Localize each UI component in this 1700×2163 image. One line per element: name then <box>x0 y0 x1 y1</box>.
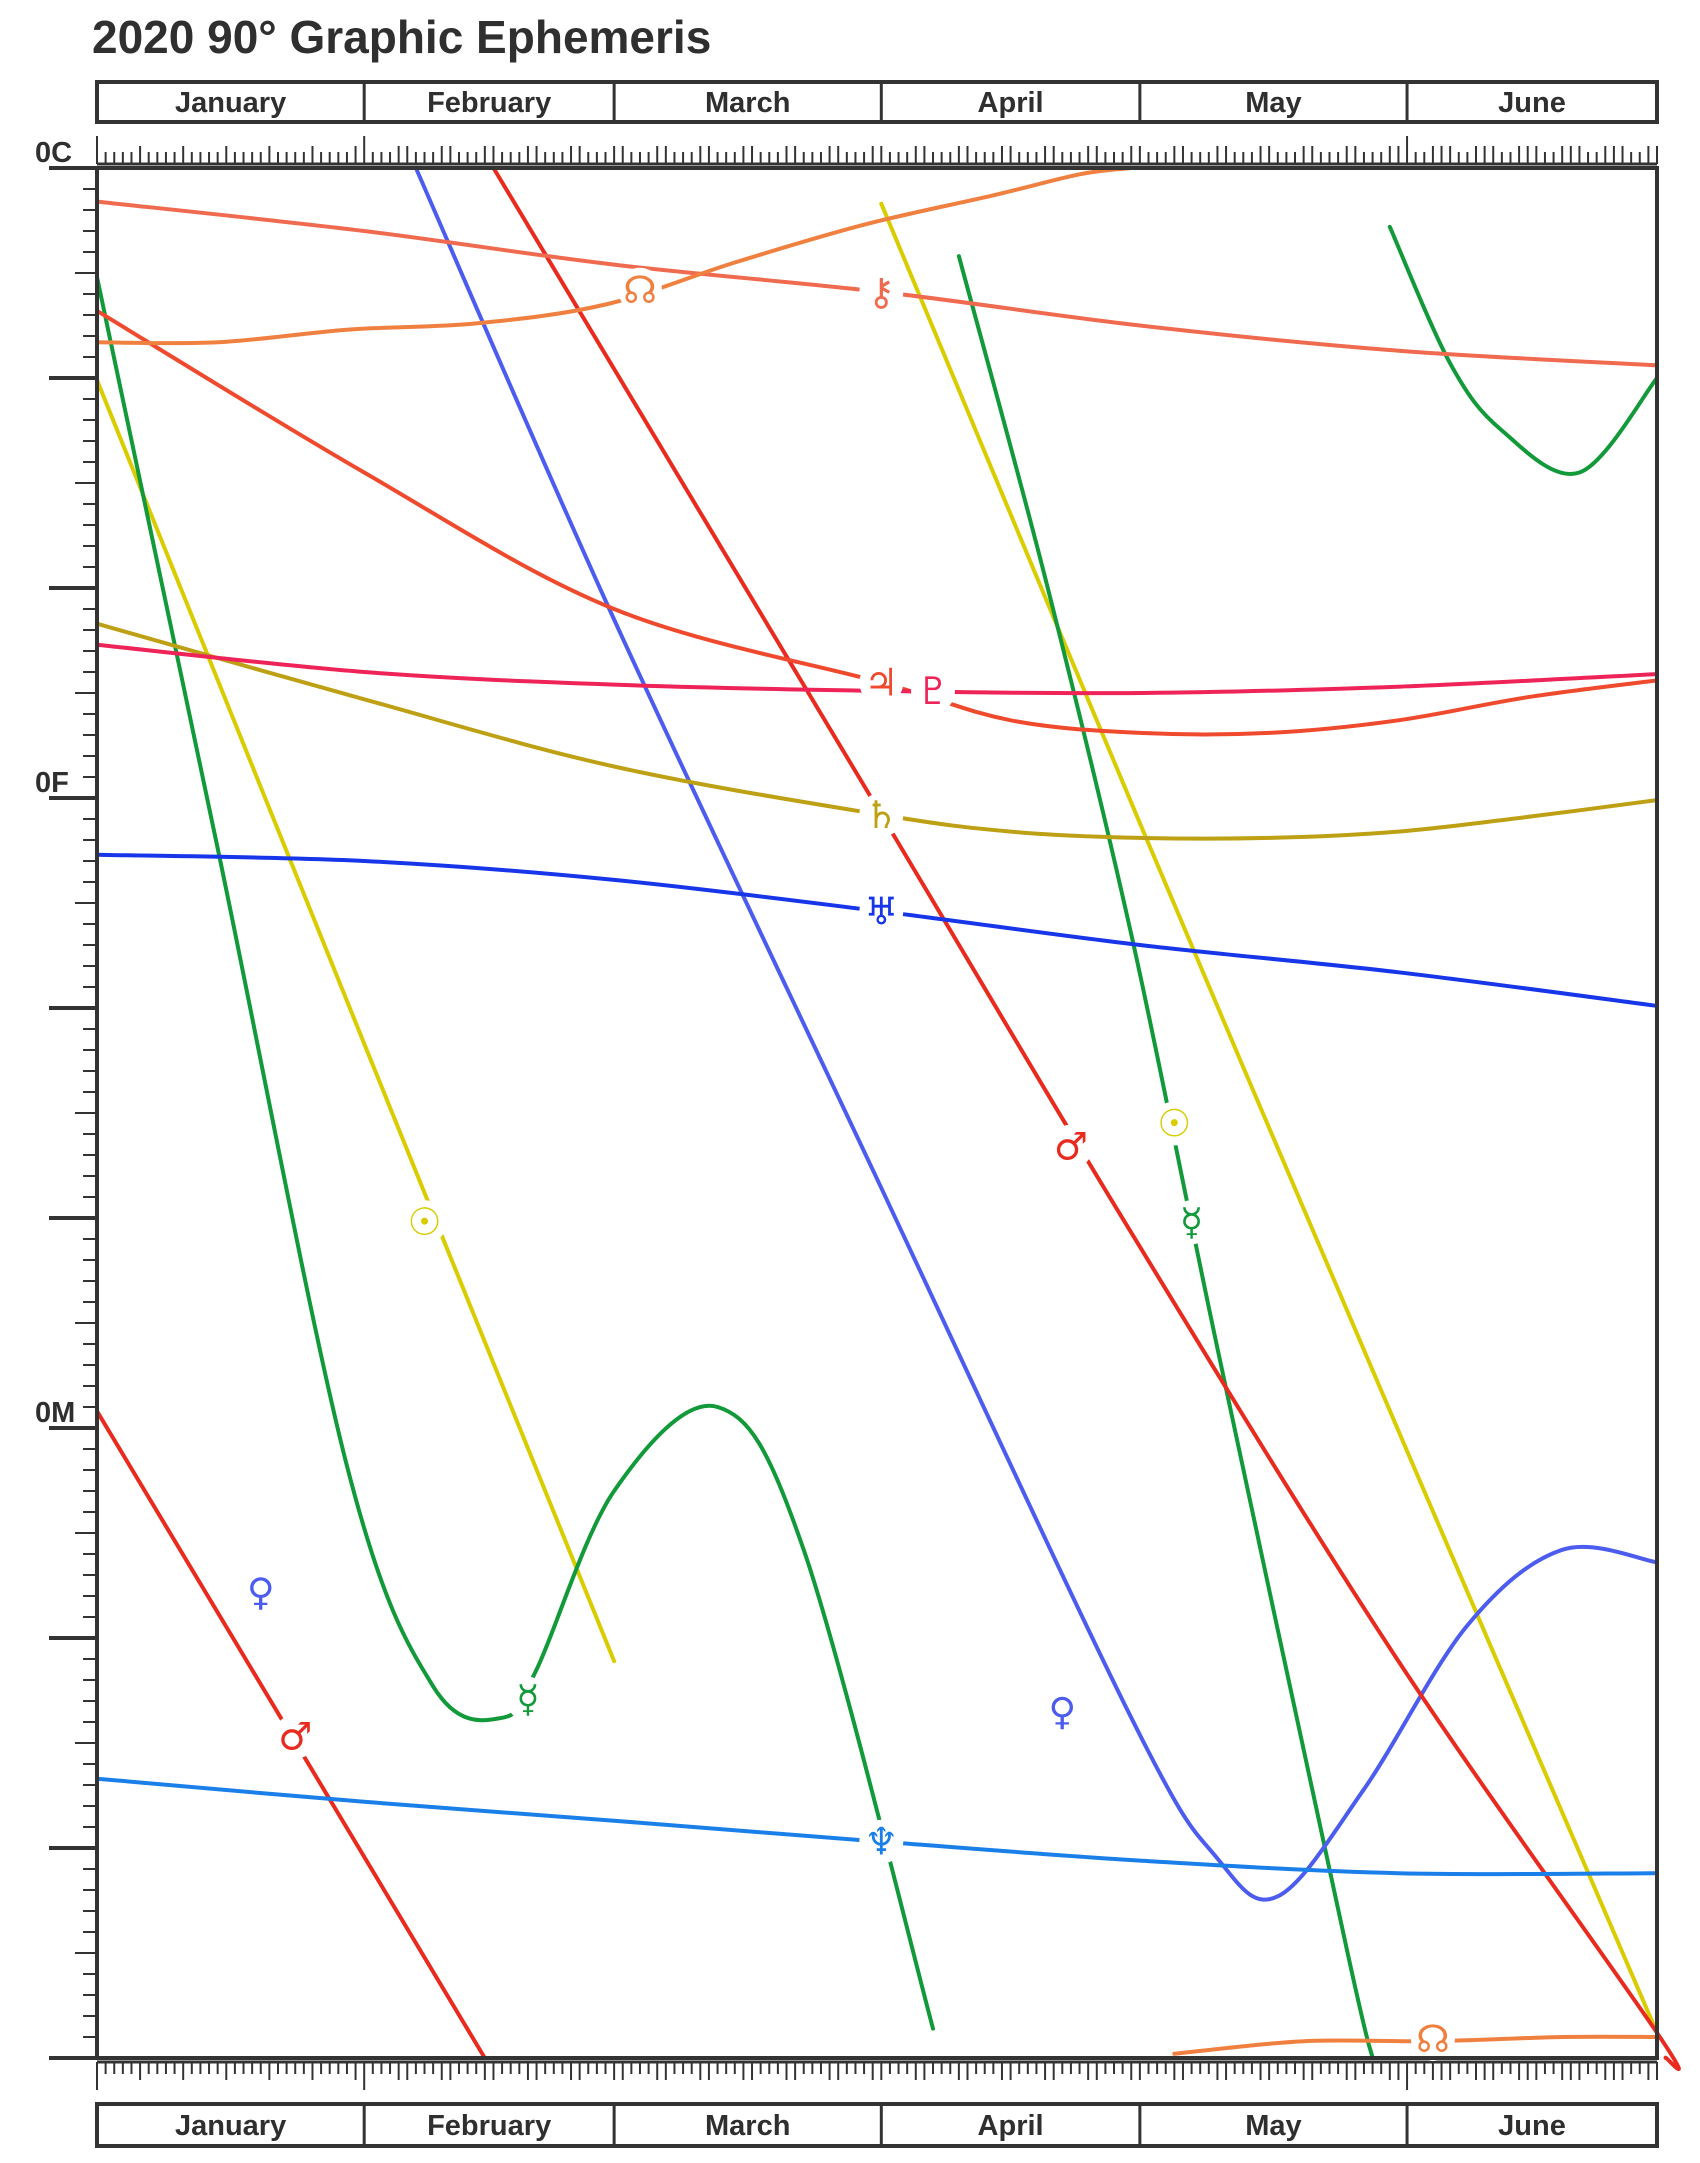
glyph-backdrop <box>859 889 904 934</box>
series-line <box>413 166 1659 1902</box>
planet-glyph: ☊ <box>623 268 657 312</box>
series-line <box>95 621 1659 841</box>
planet-glyph: ⚷ <box>867 270 895 314</box>
planet-glyph: ♄ <box>864 793 898 837</box>
bottom-month-label: January <box>175 2110 286 2142</box>
glyph-backdrop <box>1152 1101 1197 1146</box>
planet-glyphs: ☉ ☉ ☿ ☿ ♀ ♀ ♂ ♂ ♃ ♄ ♅ ♆ ♇ ⚷ ☊ ☊ <box>238 267 1455 2062</box>
bottom-month-box <box>95 2102 1659 2148</box>
series-line <box>95 275 935 2031</box>
chart-title: 2020 90° Graphic Ephemeris <box>92 11 712 63</box>
y-axis-label: 0M <box>35 1397 75 1429</box>
glyph-backdrop <box>505 1676 550 1721</box>
glyph-backdrop <box>273 1714 318 1759</box>
planet-glyph: ♅ <box>864 889 898 933</box>
series-line <box>491 166 1681 2072</box>
glyph-backdrop <box>859 269 904 314</box>
y-axis-labels: 0C 0F 0M <box>35 137 75 1429</box>
series-line <box>95 378 617 1664</box>
planet-lines <box>95 166 1681 2072</box>
glyph-backdrop <box>1048 1124 1093 1169</box>
glyph-backdrop <box>238 1569 283 1614</box>
planet-glyph: ♇ <box>916 669 950 713</box>
glyph-backdrop <box>859 660 904 705</box>
glyph-backdrop <box>1040 1689 1085 1734</box>
bottom-month-label: May <box>1245 2110 1301 2142</box>
glyph-backdrop <box>859 1819 904 1864</box>
bottom-month-header: January February March April May June <box>95 2102 1659 2148</box>
series-line <box>879 201 1659 2035</box>
bottom-month-label: February <box>427 2110 551 2142</box>
bottom-month-label: April <box>978 2110 1044 2142</box>
bottom-month-label: June <box>1498 2110 1566 2142</box>
top-month-label: April <box>978 87 1044 119</box>
planet-glyph: ☿ <box>516 1677 539 1721</box>
planet-glyph: ♂ <box>1054 1125 1088 1169</box>
planet-glyph: ♃ <box>864 661 898 705</box>
top-month-label: June <box>1498 87 1566 119</box>
top-month-label: March <box>705 87 790 119</box>
y-axis-label: 0F <box>35 767 69 799</box>
planet-glyph: ☿ <box>1180 1200 1203 1244</box>
glyph-backdrop <box>402 1200 447 1245</box>
day-tick-scale <box>96 136 1658 2090</box>
top-month-label: May <box>1245 87 1301 119</box>
planet-glyph: ☉ <box>1157 1102 1191 1146</box>
bottom-month-label: March <box>705 2110 790 2142</box>
glyph-backdrop <box>911 668 956 713</box>
glyph-backdrop <box>1410 2017 1455 2062</box>
series-line <box>95 308 1659 737</box>
series-line <box>1387 224 1659 476</box>
planet-glyph: ♆ <box>864 1820 898 1864</box>
planet-glyph: ☊ <box>1416 2017 1450 2061</box>
glyph-backdrop <box>1169 1200 1214 1245</box>
planet-glyph: ♀ <box>247 1570 275 1614</box>
glyph-backdrop <box>617 267 662 312</box>
planet-glyph: ♂ <box>278 1715 312 1759</box>
top-month-label: January <box>175 87 286 119</box>
planet-glyph: ♀ <box>1048 1690 1076 1734</box>
glyph-backdrop <box>859 792 904 837</box>
degree-tick-scale <box>49 166 97 2060</box>
planet-glyph: ☉ <box>407 1200 441 1244</box>
plot-frame <box>95 166 1659 2060</box>
y-axis-label: 0C <box>35 137 72 169</box>
top-month-box <box>95 80 1659 124</box>
top-month-label: February <box>427 87 551 119</box>
top-month-header: January February March April May June <box>95 80 1659 124</box>
